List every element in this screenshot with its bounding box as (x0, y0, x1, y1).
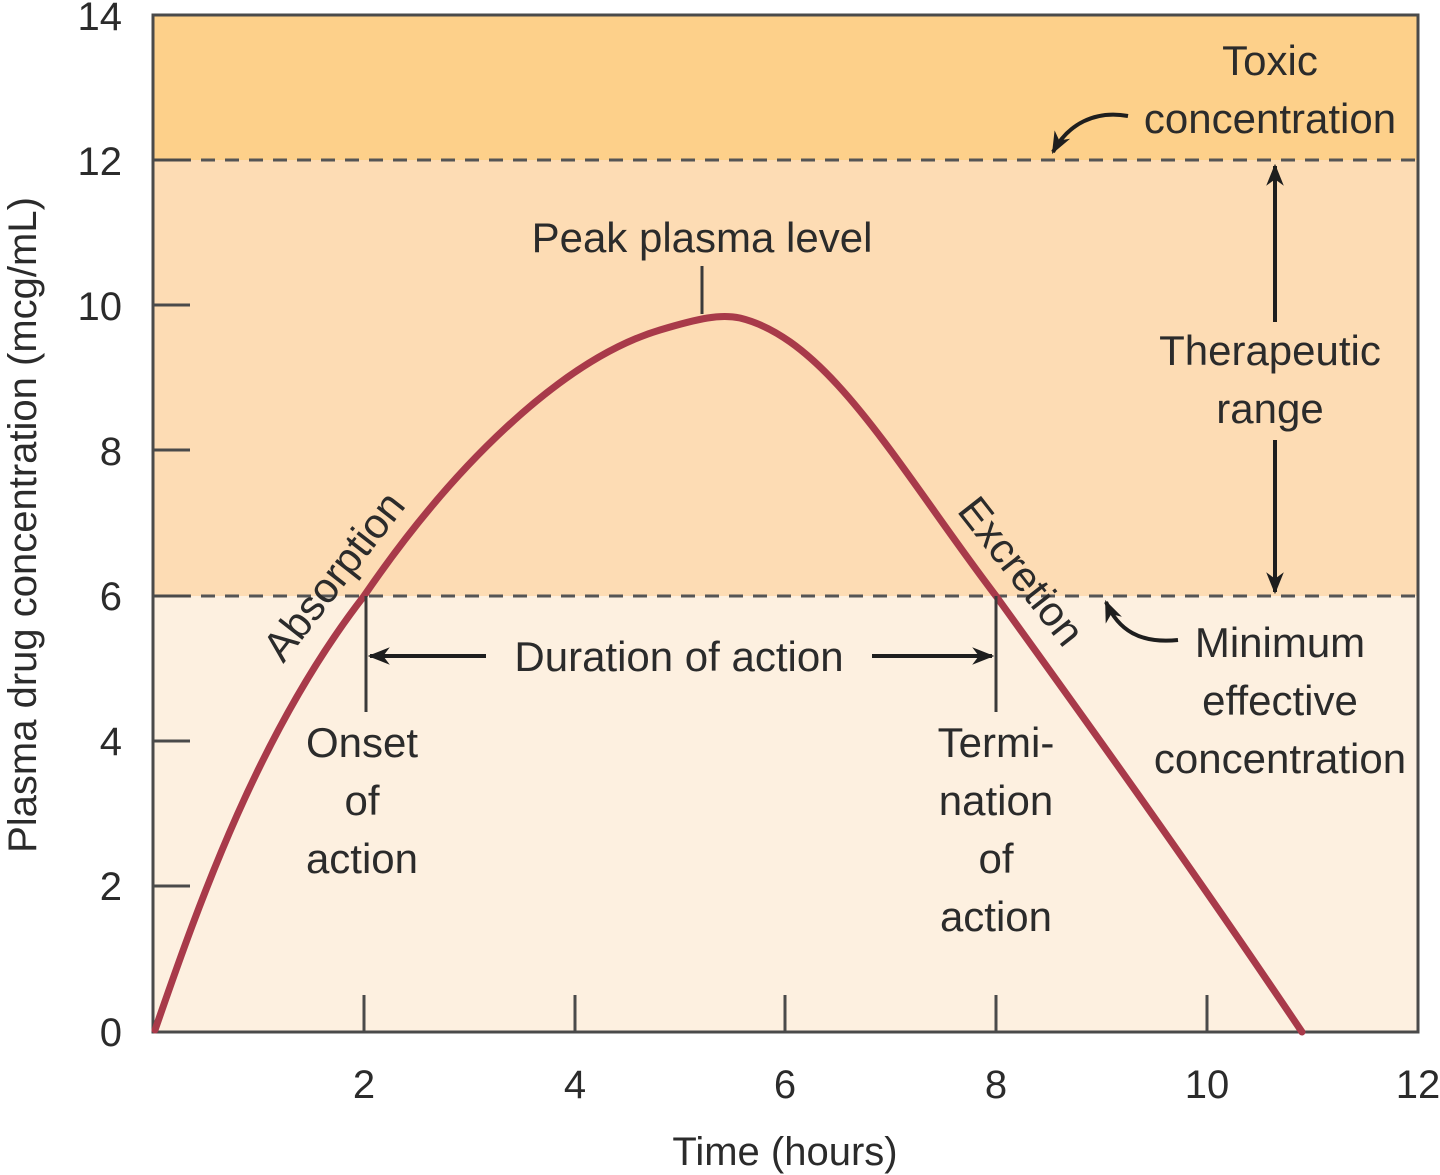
svg-text:2: 2 (100, 865, 122, 909)
toxic-band (153, 15, 1418, 160)
x-tick-labels: 2 4 6 8 10 12 (353, 1063, 1440, 1107)
svg-text:Therapeutic: Therapeutic (1159, 327, 1381, 374)
svg-text:concentration: concentration (1144, 95, 1396, 142)
termination-label: Termi- nation of action (938, 719, 1055, 940)
svg-text:nation: nation (939, 777, 1053, 824)
svg-text:effective: effective (1202, 677, 1358, 724)
concentration-curve (151, 313, 1306, 1036)
svg-text:8: 8 (985, 1063, 1007, 1107)
svg-text:Minimum: Minimum (1195, 619, 1365, 666)
x-axis-ticks (362, 995, 1209, 1032)
svg-text:6: 6 (774, 1063, 796, 1107)
svg-text:concentration: concentration (1154, 735, 1406, 782)
svg-text:12: 12 (1396, 1063, 1440, 1107)
svg-text:12: 12 (78, 140, 123, 184)
svg-text:14: 14 (78, 0, 123, 39)
svg-text:action: action (306, 835, 418, 882)
svg-text:2: 2 (353, 1063, 375, 1107)
therapeutic-label: Therapeutic range (1159, 327, 1381, 432)
y-axis-title: Plasma drug concentration (mcg/mL) (1, 197, 45, 853)
svg-text:Toxic: Toxic (1222, 37, 1318, 84)
svg-text:action: action (940, 893, 1052, 940)
peak-label: Peak plasma level (532, 214, 873, 261)
svg-text:0: 0 (100, 1011, 122, 1055)
y-tick-labels: 0 2 4 6 8 10 12 14 (78, 0, 123, 1055)
subtherapeutic-band (153, 596, 1418, 1032)
toxic-label: Toxic concentration (1144, 37, 1396, 142)
mec-label: Minimum effective concentration (1154, 619, 1406, 782)
mec-pointer-arrow (1104, 599, 1179, 643)
svg-text:6: 6 (100, 575, 122, 619)
svg-text:range: range (1216, 385, 1323, 432)
y-axis-ticks (153, 158, 190, 888)
onset-label: Onset of action (306, 719, 418, 882)
svg-text:4: 4 (564, 1063, 586, 1107)
svg-text:Termi-: Termi- (938, 719, 1055, 766)
svg-text:4: 4 (100, 720, 122, 764)
therapeutic-band (153, 160, 1418, 596)
toxic-pointer-arrow (1051, 112, 1129, 154)
svg-text:of: of (978, 835, 1013, 882)
svg-text:8: 8 (100, 430, 122, 474)
svg-text:of: of (344, 777, 379, 824)
x-axis-title: Time (hours) (672, 1130, 897, 1174)
svg-text:10: 10 (1185, 1063, 1230, 1107)
svg-text:10: 10 (78, 285, 123, 329)
svg-text:Onset: Onset (306, 719, 418, 766)
duration-label: Duration of action (514, 633, 843, 680)
